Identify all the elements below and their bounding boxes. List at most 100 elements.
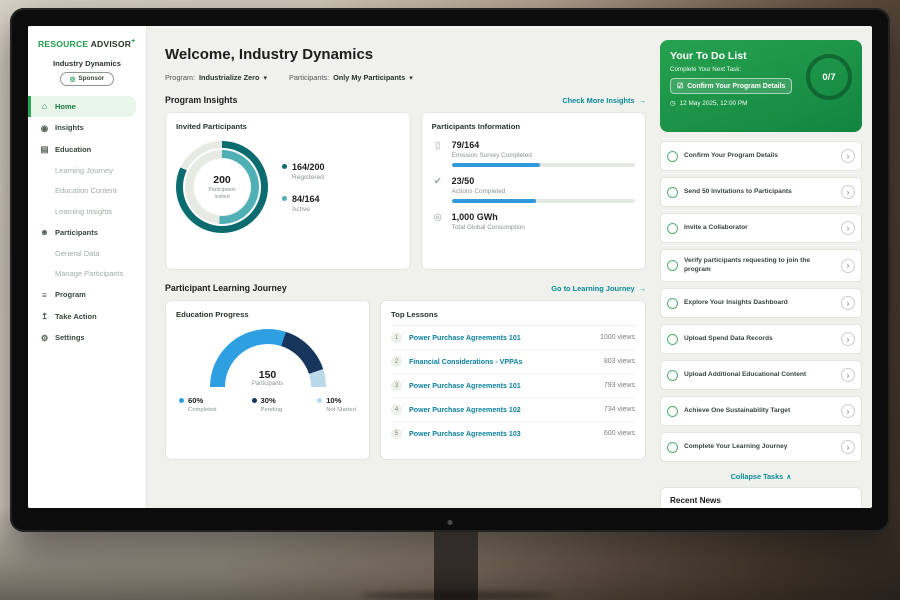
chevron-right-icon[interactable]: › (841, 440, 855, 455)
task-row[interactable]: Upload Spend Data Records › (660, 324, 862, 355)
info-row-icon: ✔ (433, 176, 442, 187)
lesson-rank: 3 (391, 380, 402, 391)
task-row[interactable]: Send 50 Invitations to Participants › (660, 177, 862, 207)
chevron-right-icon[interactable]: › (841, 332, 855, 347)
program-filter-value: Industrialize Zero (199, 73, 260, 82)
program-filter-label: Program: (165, 73, 196, 82)
lesson-link[interactable]: Financial Considerations - VPPAs (409, 357, 523, 366)
sidebar-item[interactable]: Learning Journey (28, 160, 146, 181)
main-content: Welcome, Industry Dynamics Program: Indu… (147, 26, 658, 508)
sidebar-item[interactable]: ◉ Insights (28, 117, 146, 139)
chevron-right-icon[interactable]: › (841, 368, 855, 383)
nav-icon: ▤ (40, 144, 49, 155)
task-checkbox[interactable] (667, 405, 678, 417)
info-row-icon: ◎ (433, 212, 442, 223)
monitor-logo-dot (447, 520, 453, 525)
task-label: Confirm Your Program Details (684, 151, 778, 159)
task-row[interactable]: Explore Your Insights Dashboard › (660, 288, 862, 319)
lesson-row: 3 Power Purchase Agreements 101 793 view… (391, 373, 635, 397)
lesson-link[interactable]: Power Purchase Agreements 103 (409, 429, 521, 438)
program-insights-header: Program Insights Check More Insights → (165, 95, 646, 105)
task-checkbox[interactable] (667, 441, 678, 453)
page-title: Welcome, Industry Dynamics (165, 46, 374, 63)
nav-label: Home (55, 101, 76, 111)
task-checkbox[interactable] (667, 150, 678, 162)
go-to-learning-journey-link[interactable]: Go to Learning Journey → (551, 284, 646, 293)
check-more-insights-link[interactable]: Check More Insights → (562, 96, 646, 105)
lesson-views: 1000 views (599, 334, 635, 341)
chevron-right-icon[interactable]: › (841, 258, 855, 273)
nav-label: Learning Insights (55, 206, 113, 216)
info-row-value: 23/50 (451, 176, 475, 186)
task-row[interactable]: Invite a Collaborator › (660, 213, 862, 243)
task-row[interactable]: Verify participants requesting to join t… (660, 249, 862, 283)
task-checkbox[interactable] (667, 222, 678, 234)
info-row: ◎ 1,000 GWh Total Global Consumption (432, 212, 635, 235)
program-filter[interactable]: Program: Industrialize Zero ▾ (165, 73, 267, 82)
chevron-right-icon[interactable]: › (841, 185, 855, 199)
sidebar-item[interactable]: ☻ Participants (28, 222, 146, 244)
brand-advisor: ADVISOR (90, 38, 132, 49)
task-checkbox[interactable] (667, 186, 678, 198)
sidebar-item[interactable]: ⌂ Home (28, 95, 136, 118)
todo-next-task[interactable]: ☑ Confirm Your Program Details (670, 78, 793, 94)
collapse-tasks-link[interactable]: Collapse Tasks ∧ (660, 472, 862, 481)
lesson-link[interactable]: Power Purchase Agreements 102 (409, 405, 521, 414)
participants-filter[interactable]: Participants: Only My Participants ▾ (289, 73, 413, 82)
task-checkbox[interactable] (667, 260, 678, 272)
info-row: ✔ 23/50 Actions Completed (432, 176, 635, 203)
task-checkbox[interactable] (667, 369, 678, 381)
sponsor-badge[interactable]: ◎ Sponsor (59, 71, 115, 86)
chevron-right-icon[interactable]: › (841, 404, 855, 419)
sidebar-item[interactable]: ↥ Take Action (28, 306, 146, 328)
sponsor-label: Sponsor (78, 75, 105, 83)
task-label: Verify participants requesting to join t… (684, 257, 811, 273)
top-lessons-card: Top Lessons 1 Power Purchase Agreements … (380, 300, 646, 460)
task-row[interactable]: Achieve One Sustainability Target › (660, 396, 862, 427)
legend-item: 10% Not Started (317, 396, 356, 413)
task-checkbox[interactable] (667, 333, 678, 345)
task-row[interactable]: Upload Additional Educational Content › (660, 360, 862, 391)
sidebar-item[interactable]: General Data (28, 243, 146, 264)
participants-information-title: Participants Information (431, 122, 521, 131)
chevron-right-icon[interactable]: › (841, 296, 855, 311)
sidebar-item[interactable]: Learning Insights (28, 201, 146, 222)
lesson-link[interactable]: Power Purchase Agreements 101 (409, 333, 521, 342)
task-checkbox[interactable] (667, 297, 678, 309)
invited-participants-card: Invited Participants 200 Participants In… (165, 112, 411, 270)
legend-pct: 30% (260, 396, 276, 405)
sidebar-item[interactable]: ▤ Education (28, 139, 146, 161)
journey-cards-row: Education Progress 150 Participants (165, 300, 646, 460)
brand-plus: + (131, 38, 136, 45)
chevron-right-icon[interactable]: › (841, 149, 855, 163)
task-row[interactable]: Confirm Your Program Details › (660, 141, 862, 171)
progress-bar-fill (451, 199, 536, 203)
info-row: ▯ 79/164 Emission Survey Completed (432, 140, 635, 167)
info-row-icon: ▯ (435, 140, 441, 151)
lesson-views: 793 views (603, 382, 635, 389)
participants-filter-value: Only My Participants (333, 73, 406, 82)
task-row[interactable]: Complete Your Learning Journey › (660, 432, 862, 463)
chevron-right-icon[interactable]: › (841, 221, 855, 235)
task-label: Upload Additional Educational Content (684, 370, 807, 378)
task-label: Achieve One Sustainability Target (684, 406, 791, 414)
clock-icon: ◷ (670, 100, 676, 107)
sidebar-item[interactable]: Education Content (28, 181, 146, 202)
legend-dot (282, 164, 287, 169)
learning-journey-title: Participant Learning Journey (165, 283, 287, 293)
nav-label: Education Content (55, 186, 117, 196)
task-label: Explore Your Insights Dashboard (684, 298, 788, 306)
nav-label: Settings (55, 333, 85, 343)
sidebar-item[interactable]: Manage Participants (28, 264, 146, 285)
go-to-learning-journey-label: Go to Learning Journey (551, 283, 635, 293)
todo-title: Your To Do List (670, 50, 747, 62)
lesson-row: 4 Power Purchase Agreements 102 734 view… (391, 397, 635, 421)
nav-icon: ⌂ (41, 101, 48, 112)
lesson-link[interactable]: Power Purchase Agreements 101 (409, 381, 521, 390)
sidebar-item[interactable]: ≡ Program (28, 284, 146, 306)
sidebar-item[interactable]: ⚙ Settings (28, 327, 146, 349)
progress-bar (451, 199, 635, 203)
legend-item: 30% Pending (251, 396, 283, 413)
recent-news-header: Recent News (660, 487, 862, 508)
legend-label: Pending (260, 407, 283, 413)
